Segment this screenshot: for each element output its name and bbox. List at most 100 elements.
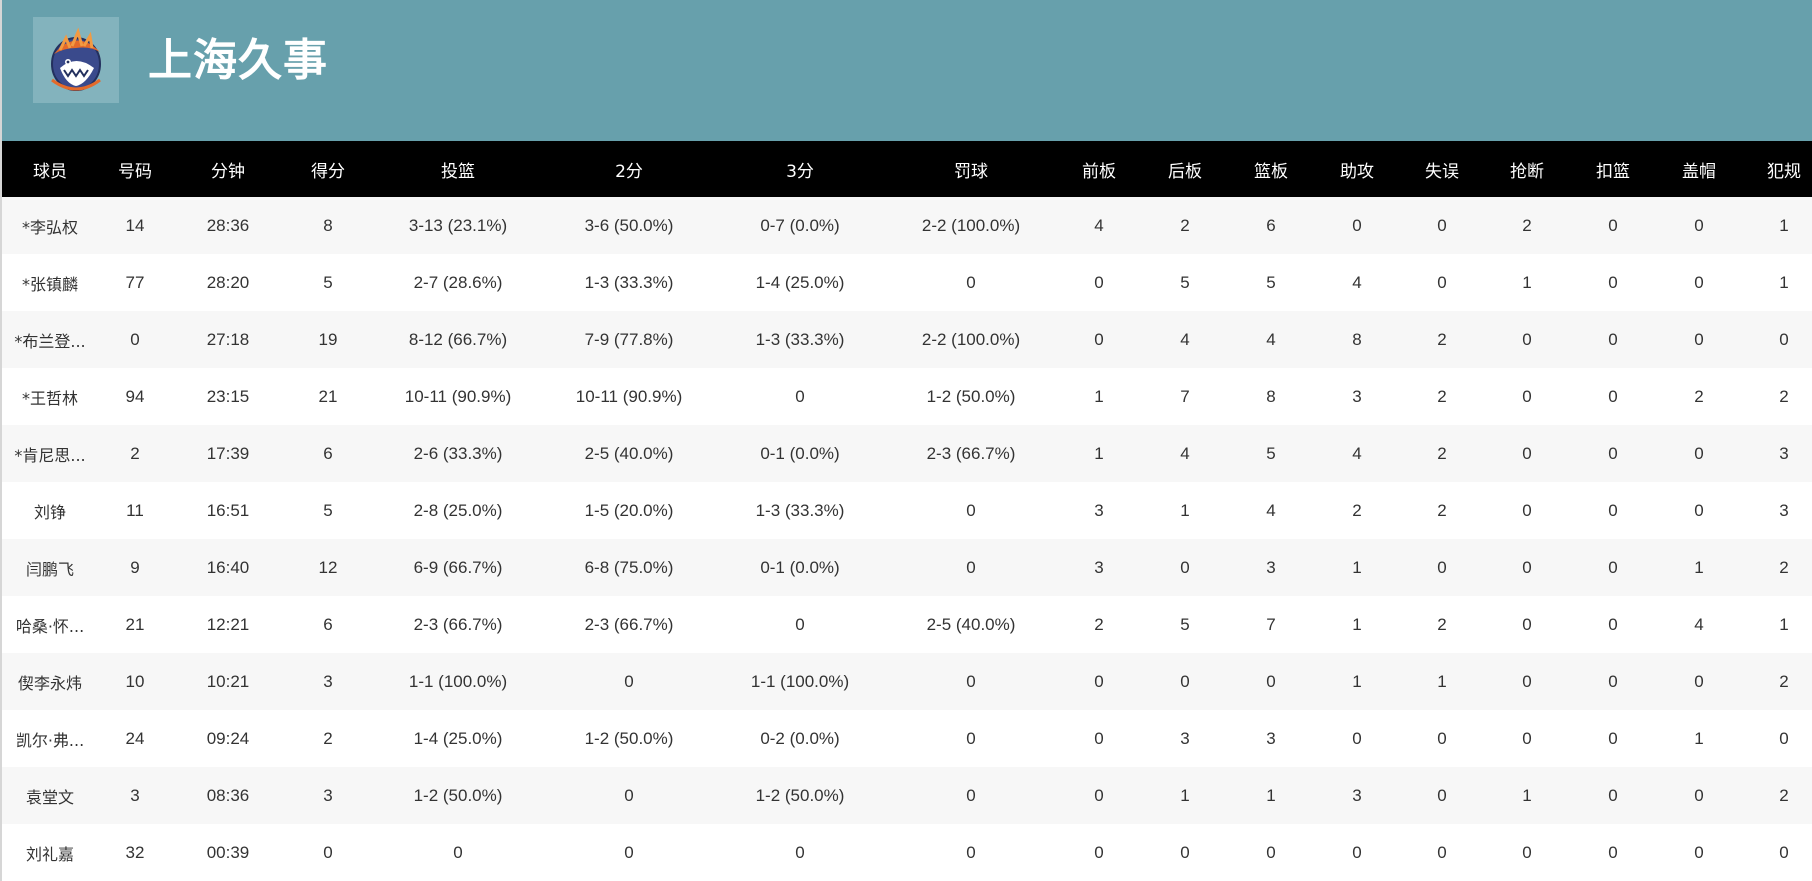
cell-blocks: 1 [1656, 710, 1742, 767]
cell-jersey-number: 0 [98, 311, 172, 368]
col-header-2pt[interactable]: 2分 [544, 141, 714, 197]
cell-minutes: 17:39 [172, 425, 284, 482]
cell-free-throws: 0 [886, 767, 1056, 824]
cell-free-throws: 2-5 (40.0%) [886, 596, 1056, 653]
cell-two-pointers: 2-5 (40.0%) [544, 425, 714, 482]
cell-free-throws: 0 [886, 482, 1056, 539]
table-row: 刘礼嘉 32 00:39 0 0 0 0 0 0 0 0 0 0 0 0 0 0 [2, 824, 1812, 881]
col-header-number[interactable]: 号码 [98, 141, 172, 197]
cell-assists: 4 [1314, 254, 1400, 311]
cell-steals: 1 [1484, 767, 1570, 824]
cell-player-name[interactable]: 凯尔·弗... [2, 710, 98, 767]
col-header-reb[interactable]: 篮板 [1228, 141, 1314, 197]
cell-blocks: 0 [1656, 653, 1742, 710]
cell-fouls: 0 [1742, 824, 1812, 881]
cell-dunks: 0 [1570, 368, 1656, 425]
col-header-points[interactable]: 得分 [284, 141, 372, 197]
cell-offensive-rebounds: 3 [1056, 482, 1142, 539]
cell-free-throws: 0 [886, 653, 1056, 710]
cell-turnovers: 1 [1400, 653, 1484, 710]
cell-dunks: 0 [1570, 596, 1656, 653]
cell-turnovers: 0 [1400, 824, 1484, 881]
cell-blocks: 4 [1656, 596, 1742, 653]
cell-field-goals: 2-3 (66.7%) [372, 596, 544, 653]
cell-defensive-rebounds: 4 [1142, 311, 1228, 368]
cell-player-name[interactable]: *肯尼思... [2, 425, 98, 482]
cell-steals: 1 [1484, 254, 1570, 311]
table-row: *肯尼思... 2 17:39 6 2-6 (33.3%) 2-5 (40.0%) 0-1 … [2, 425, 1812, 482]
cell-assists: 8 [1314, 311, 1400, 368]
cell-field-goals: 1-4 (25.0%) [372, 710, 544, 767]
col-header-pf[interactable]: 犯规 [1742, 141, 1812, 197]
cell-assists: 0 [1314, 824, 1400, 881]
cell-three-pointers: 1-3 (33.3%) [714, 311, 886, 368]
cell-player-name[interactable]: 哈桑·怀... [2, 596, 98, 653]
col-header-3pt[interactable]: 3分 [714, 141, 886, 197]
cell-player-name[interactable]: 刘铮 [2, 482, 98, 539]
cell-two-pointers: 1-5 (20.0%) [544, 482, 714, 539]
cell-jersey-number: 94 [98, 368, 172, 425]
col-header-blk[interactable]: 盖帽 [1656, 141, 1742, 197]
cell-total-rebounds: 4 [1228, 482, 1314, 539]
cell-field-goals: 1-1 (100.0%) [372, 653, 544, 710]
cell-offensive-rebounds: 0 [1056, 311, 1142, 368]
cell-free-throws: 0 [886, 539, 1056, 596]
cell-steals: 0 [1484, 368, 1570, 425]
cell-two-pointers: 0 [544, 653, 714, 710]
cell-turnovers: 2 [1400, 482, 1484, 539]
col-header-tov[interactable]: 失误 [1400, 141, 1484, 197]
table-header-row: 球员 号码 分钟 得分 投篮 2分 3分 罚球 前板 后板 篮板 助攻 失误 抢… [2, 141, 1812, 197]
cell-field-goals: 10-11 (90.9%) [372, 368, 544, 425]
cell-total-rebounds: 8 [1228, 368, 1314, 425]
cell-field-goals: 6-9 (66.7%) [372, 539, 544, 596]
team-logo [33, 17, 119, 103]
col-header-stl[interactable]: 抢断 [1484, 141, 1570, 197]
player-stats-table: 球员 号码 分钟 得分 投篮 2分 3分 罚球 前板 后板 篮板 助攻 失误 抢… [2, 141, 1812, 881]
cell-turnovers: 2 [1400, 368, 1484, 425]
cell-three-pointers: 1-3 (33.3%) [714, 482, 886, 539]
cell-player-name[interactable]: 刘礼嘉 [2, 824, 98, 881]
cell-assists: 3 [1314, 368, 1400, 425]
cell-minutes: 16:51 [172, 482, 284, 539]
cell-turnovers: 0 [1400, 197, 1484, 254]
col-header-ast[interactable]: 助攻 [1314, 141, 1400, 197]
cell-player-name[interactable]: 袁堂文 [2, 767, 98, 824]
cell-two-pointers: 3-6 (50.0%) [544, 197, 714, 254]
cell-dunks: 0 [1570, 539, 1656, 596]
cell-steals: 0 [1484, 311, 1570, 368]
cell-fouls: 0 [1742, 311, 1812, 368]
cell-field-goals: 1-2 (50.0%) [372, 767, 544, 824]
col-header-dunk[interactable]: 扣篮 [1570, 141, 1656, 197]
col-header-fg[interactable]: 投篮 [372, 141, 544, 197]
cell-player-name[interactable]: *李弘权 [2, 197, 98, 254]
cell-defensive-rebounds: 0 [1142, 824, 1228, 881]
cell-defensive-rebounds: 1 [1142, 767, 1228, 824]
cell-turnovers: 0 [1400, 767, 1484, 824]
cell-jersey-number: 77 [98, 254, 172, 311]
col-header-oreb[interactable]: 前板 [1056, 141, 1142, 197]
cell-field-goals: 8-12 (66.7%) [372, 311, 544, 368]
cell-total-rebounds: 0 [1228, 824, 1314, 881]
cell-player-name[interactable]: 偰李永炜 [2, 653, 98, 710]
cell-defensive-rebounds: 5 [1142, 596, 1228, 653]
cell-fouls: 2 [1742, 653, 1812, 710]
col-header-dreb[interactable]: 后板 [1142, 141, 1228, 197]
table-row: *张镇麟 77 28:20 5 2-7 (28.6%) 1-3 (33.3%) 1-4 (2… [2, 254, 1812, 311]
cell-points: 8 [284, 197, 372, 254]
cell-player-name[interactable]: *布兰登... [2, 311, 98, 368]
cell-three-pointers: 0 [714, 368, 886, 425]
col-header-minutes[interactable]: 分钟 [172, 141, 284, 197]
cell-turnovers: 2 [1400, 596, 1484, 653]
cell-player-name[interactable]: 闫鹏飞 [2, 539, 98, 596]
cell-blocks: 1 [1656, 539, 1742, 596]
cell-total-rebounds: 5 [1228, 254, 1314, 311]
cell-two-pointers: 2-3 (66.7%) [544, 596, 714, 653]
cell-dunks: 0 [1570, 482, 1656, 539]
col-header-ft[interactable]: 罚球 [886, 141, 1056, 197]
col-header-player[interactable]: 球员 [2, 141, 98, 197]
cell-points: 19 [284, 311, 372, 368]
cell-dunks: 0 [1570, 710, 1656, 767]
cell-player-name[interactable]: *王哲林 [2, 368, 98, 425]
cell-player-name[interactable]: *张镇麟 [2, 254, 98, 311]
cell-points: 6 [284, 596, 372, 653]
